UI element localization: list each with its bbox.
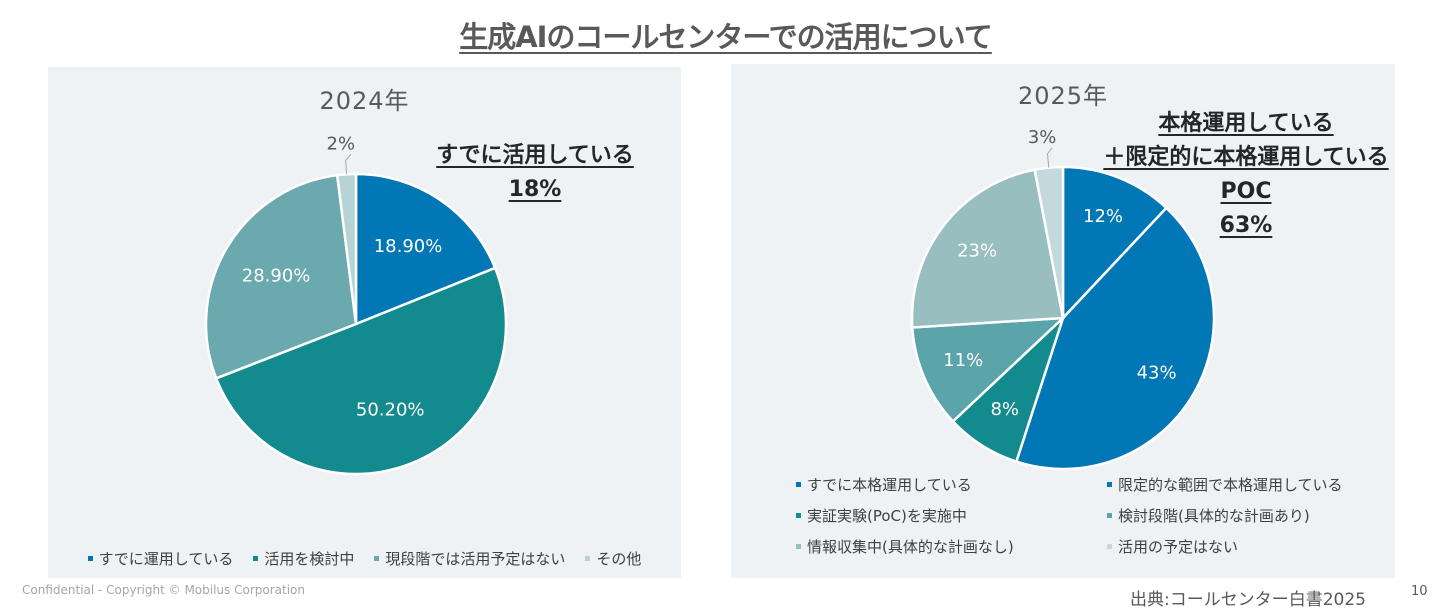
- legend-label: 検討段階(具体的な計画あり): [1118, 507, 1310, 525]
- legend-item: 検討段階(具体的な計画あり): [1107, 505, 1387, 526]
- pie-slice: [204, 173, 358, 380]
- legend-swatch: [796, 513, 801, 518]
- legend-2024: すでに運用している 活用を検討中 現段階では活用予定はない その他: [48, 548, 681, 569]
- callout-2025-line-4: 63%: [1219, 213, 1273, 238]
- chart-title-2025: 2025年: [1017, 82, 1109, 110]
- data-label: 50.20%: [356, 399, 425, 420]
- legend-swatch: [253, 556, 259, 561]
- legend-swatch: [1107, 513, 1112, 518]
- leader-line: [345, 154, 352, 175]
- pie-slice: [910, 316, 1067, 424]
- callout-2025-line-2: ＋限定的に本格運用している: [1103, 145, 1389, 170]
- legend-item: すでに本格運用している: [796, 474, 1107, 495]
- data-label: 11%: [943, 350, 983, 371]
- data-label: 18.90%: [374, 236, 443, 257]
- pie-chart-2024: 18.90% 50.20% 28.90% 2%: [204, 133, 508, 476]
- pie-slice: [1061, 165, 1169, 322]
- legend-swatch: [374, 556, 380, 561]
- page-title: 生成AIのコールセンターでの活用について: [459, 20, 993, 54]
- chart-title-2024: 2024年: [319, 87, 410, 115]
- legend-label: すでに運用している: [98, 550, 234, 568]
- legend-item: 活用の予定はない: [1107, 536, 1387, 557]
- pie-chart-2025: 12% 43% 8% 11% 23% 3%: [910, 127, 1216, 471]
- legend-swatch: [796, 544, 801, 549]
- data-label: 23%: [957, 240, 997, 261]
- confidential-notice: Confidential - Copyright © Mobilus Corpo…: [22, 583, 305, 597]
- legend-item: すでに運用している: [87, 548, 234, 569]
- legend-label: すでに本格運用している: [807, 476, 972, 494]
- chart-panel-2024: 2024年 18.90% 50.20% 28.90% 2% すでに活用している 18%…: [48, 67, 681, 578]
- callout-2025-line-3: POC: [1220, 179, 1272, 204]
- callout-2024-line-1: すでに活用している: [436, 143, 634, 168]
- legend-label: 現段階では活用予定はない: [385, 550, 566, 568]
- legend-swatch: [796, 482, 801, 487]
- legend-swatch: [87, 556, 93, 561]
- leader-line: [1046, 147, 1053, 168]
- callout-2024-line-2: 18%: [508, 177, 562, 202]
- callout-2025: 本格運用している ＋限定的に本格運用している POC 63%: [1096, 107, 1396, 243]
- legend-item: 情報収集中(具体的な計画なし): [796, 536, 1107, 557]
- legend-item: その他: [585, 548, 641, 569]
- data-label: 2%: [327, 133, 356, 154]
- pie-slice: [354, 172, 497, 326]
- data-label: 12%: [1083, 206, 1123, 227]
- pie-slice: [1014, 206, 1216, 471]
- data-label: 43%: [1137, 362, 1177, 383]
- pie-slice: [1033, 165, 1065, 319]
- data-label: 8%: [990, 399, 1019, 420]
- legend-item: 現段階では活用予定はない: [374, 548, 565, 569]
- callout-2024: すでに活用している 18%: [420, 139, 650, 207]
- pie-slice: [910, 168, 1065, 329]
- legend-label: その他: [596, 550, 642, 568]
- callout-2025-line-1: 本格運用している: [1158, 111, 1334, 136]
- legend-label: 情報収集中(具体的な計画なし): [807, 538, 1014, 556]
- legend-label: 実証実験(PoC)を実施中: [807, 507, 967, 525]
- source-note: 出典:コールセンター白書2025: [1130, 590, 1366, 610]
- page-number: 10: [1411, 584, 1428, 599]
- legend-swatch: [1107, 482, 1112, 487]
- legend-label: 活用の予定はない: [1118, 538, 1239, 556]
- legend-label: 限定的な範囲で本格運用している: [1118, 476, 1343, 494]
- legend-swatch: [1107, 544, 1112, 549]
- legend-label: 活用を検討中: [264, 550, 355, 568]
- legend-swatch: [585, 556, 591, 561]
- legend-item: 実証実験(PoC)を実施中: [796, 505, 1107, 526]
- legend-item: 活用を検討中: [253, 548, 354, 569]
- pie-slice: [335, 172, 358, 325]
- legend-2025: すでに本格運用している 限定的な範囲で本格運用している実証実験(PoC)を実施中 検…: [796, 474, 1386, 557]
- chart-panel-2025: 2025年 12% 43% 8% 11% 23% 3% 本格運用している ＋限定的に本格運…: [731, 64, 1395, 578]
- legend-item: 限定的な範囲で本格運用している: [1107, 474, 1387, 495]
- data-label: 3%: [1028, 127, 1057, 148]
- pie-slice: [214, 266, 508, 476]
- data-label: 28.90%: [242, 265, 311, 286]
